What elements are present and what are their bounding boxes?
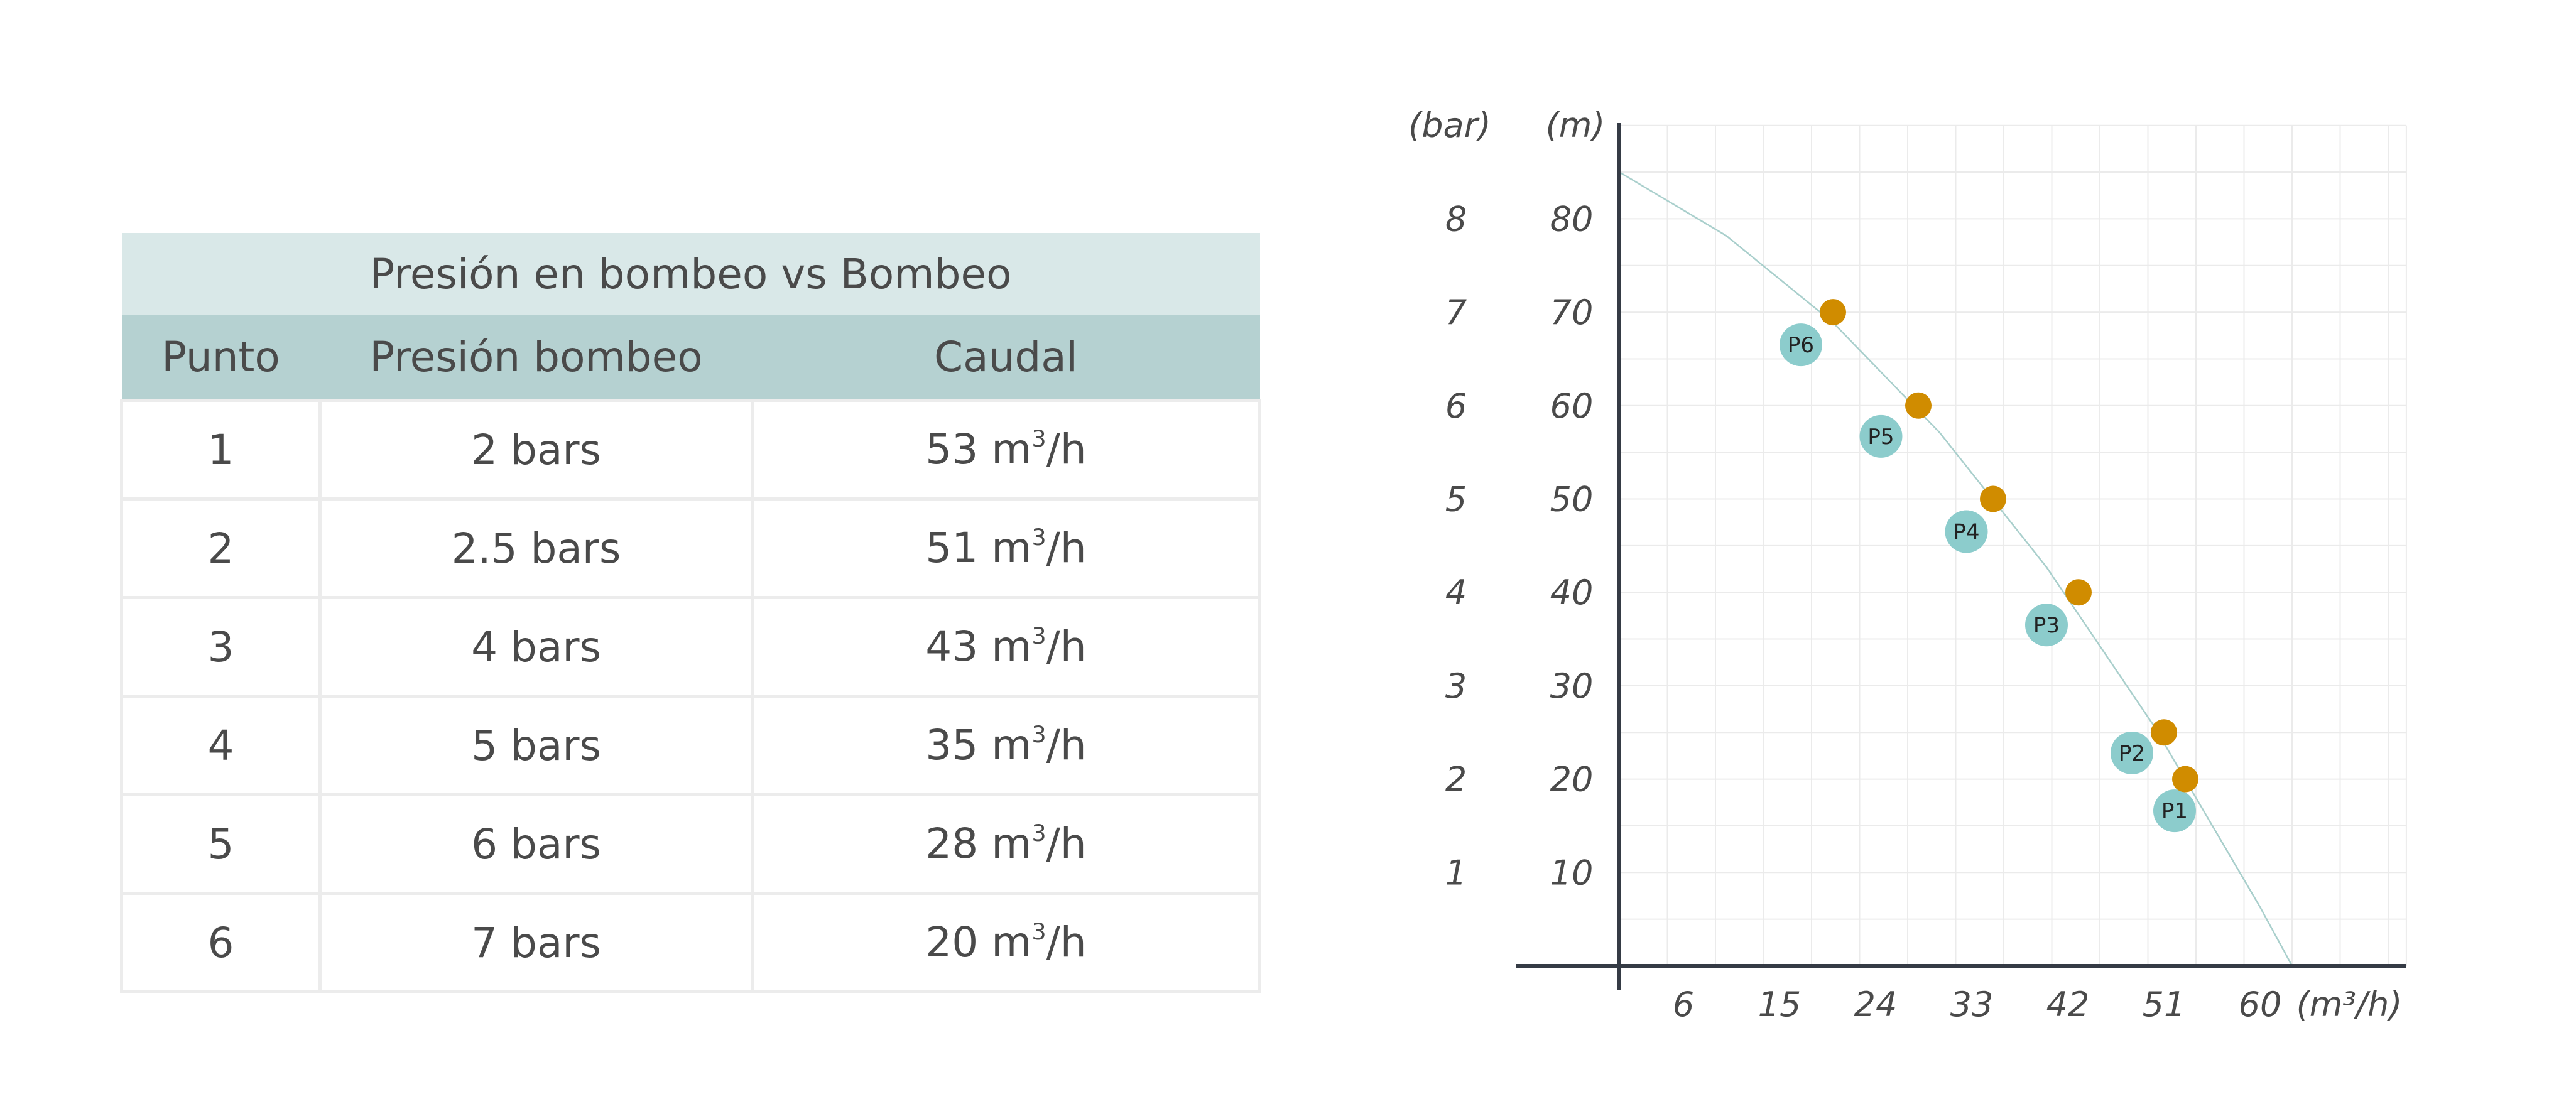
header-caudal: Caudal [752,315,1260,401]
unit-exp: 3 [1031,524,1046,551]
point-label-bubble [1859,414,1903,458]
y-tick-label-bar: 1 [1445,853,1467,892]
point-label-bubble [1945,510,1988,553]
unit-exp: 3 [1031,425,1046,453]
table-row: 6 7 bars 20 m3/h [120,892,1262,993]
caudal-value: 51 [925,524,979,573]
cell-caudal: 20 m3/h [750,892,1262,993]
unit-tail: /h [1046,524,1087,573]
unit-base: m [991,918,1032,967]
unit-tail: /h [1046,425,1087,474]
unit-tail: /h [1046,622,1087,671]
data-point [1905,392,1932,419]
cell-presion: 5 bars [318,695,754,796]
x-tick-label: 51 [2143,985,2186,1024]
unit-base: m [991,721,1032,770]
table-title: Presión en bombeo vs Bombeo [121,233,1260,315]
y-tick-label-bar: 8 [1445,199,1467,239]
x-tick-label: 6 [1673,985,1694,1024]
cell-caudal: 28 m3/h [750,793,1262,895]
cell-caudal: 43 m3/h [750,596,1262,698]
table-row: 3 4 bars 43 m3/h [120,596,1262,698]
x-tick-label: 33 [1950,985,1994,1024]
header-presion: Presión bombeo [320,315,753,401]
table-row: 1 2 bars 53 m3/h [120,399,1262,501]
caudal-value: 43 [925,622,979,671]
caudal-value: 35 [925,721,979,770]
cell-caudal: 35 m3/h [750,695,1262,796]
unit-base: m [991,622,1032,671]
x-axis-label: (m³/h) [2296,985,2403,1024]
cell-presion: 2.5 bars [318,497,754,599]
cell-caudal: 51 m3/h [750,497,1262,599]
y-tick-label-bar: 7 [1445,293,1467,332]
x-tick-label: 60 [2239,985,2282,1024]
y-tick-label-bar: 2 [1445,760,1467,799]
table-row: 5 6 bars 28 m3/h [120,793,1262,895]
cell-presion: 4 bars [318,596,754,698]
cell-punto: 3 [120,596,322,698]
y-tick-label-m: 20 [1550,760,1594,799]
cell-presion: 7 bars [318,892,754,993]
x-tick-label: 15 [1758,985,1802,1024]
cell-presion: 6 bars [318,793,754,895]
cell-caudal: 53 m3/h [750,399,1262,501]
cell-punto: 2 [120,497,322,599]
table-row: 4 5 bars 35 m3/h [120,695,1262,796]
point-label-bubble [2025,604,2068,647]
unit-tail: /h [1046,918,1087,967]
point-label: P2 [2119,741,2145,766]
y-tick-label-bar: 4 [1445,573,1467,612]
unit-exp: 3 [1031,622,1046,650]
y-tick-label-m: 40 [1550,573,1594,612]
y-tick-label-m: 10 [1550,853,1594,892]
y-tick-label-bar: 5 [1445,480,1467,519]
cell-punto: 6 [120,892,322,993]
data-point [2151,719,2177,746]
unit-base: m [991,425,1032,474]
x-tick-label: 24 [1854,985,1898,1024]
unit-exp: 3 [1031,918,1046,946]
point-label: P4 [1953,520,1979,545]
table-row: 2 2.5 bars 51 m3/h [120,497,1262,599]
data-point [1980,485,2006,512]
unit-base: m [991,820,1032,869]
y-tick-label-bar: 6 [1445,386,1467,426]
y-axis-label-m: (m) [1546,106,1606,145]
caudal-value: 28 [925,820,979,869]
point-label-bubble [2111,731,2153,774]
point-label: P3 [2033,613,2060,638]
point-label: P6 [1788,333,1814,358]
caudal-value: 53 [925,425,979,474]
y-tick-label-m: 60 [1550,386,1594,426]
header-punto: Punto [121,315,320,401]
caudal-value: 20 [925,918,979,967]
x-tick-label: 42 [2046,985,2090,1024]
point-label-bubble [1780,323,1822,367]
unit-tail: /h [1046,820,1087,869]
pressure-flow-table: Presión en bombeo vs Bombeo Punto Presió… [120,233,1262,993]
point-label: P5 [1867,425,1894,450]
data-point [2172,766,2198,793]
y-tick-label-m: 80 [1550,199,1594,239]
y-tick-label-m: 70 [1550,293,1594,332]
cell-punto: 4 [120,695,322,796]
unit-exp: 3 [1031,721,1046,749]
point-label-bubble [2153,789,2196,833]
y-axis-label-bar: (bar) [1408,106,1491,145]
unit-exp: 3 [1031,820,1046,847]
unit-tail: /h [1046,721,1087,770]
cell-presion: 2 bars [318,399,754,501]
unit-base: m [991,524,1032,573]
data-point [1820,299,1846,326]
y-tick-label-bar: 3 [1445,666,1467,706]
point-label: P1 [2161,799,2188,824]
y-tick-label-m: 50 [1550,480,1594,519]
data-point [2065,579,2092,606]
cell-punto: 5 [120,793,322,895]
y-tick-label-m: 30 [1550,666,1594,706]
cell-punto: 1 [120,399,322,501]
